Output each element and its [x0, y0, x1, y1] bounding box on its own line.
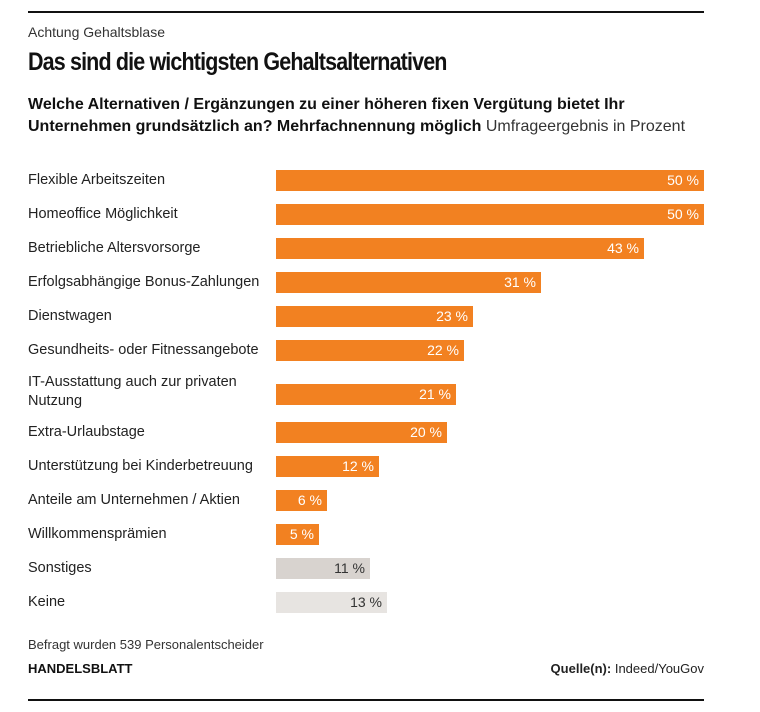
category-label: Sonstiges — [28, 560, 92, 576]
survey-question: Welche Alternativen / Ergänzungen zu ein… — [28, 96, 625, 135]
value-label: 13 % — [350, 594, 382, 610]
category-label: Dienstwagen — [28, 308, 112, 324]
bar — [276, 306, 473, 327]
value-label: 31 % — [504, 274, 536, 290]
bar — [276, 456, 379, 477]
value-label: 23 % — [436, 308, 468, 324]
bar — [276, 272, 541, 293]
value-label: 22 % — [427, 342, 459, 358]
publisher-logo: HANDELSBLATT — [28, 661, 133, 676]
category-label: Betriebliche Altersvorsorge — [28, 240, 201, 256]
top-rule — [28, 11, 704, 13]
source-value: Indeed/YouGov — [614, 661, 704, 676]
category-label: Extra-Urlaubstage — [28, 424, 145, 440]
bar — [276, 490, 327, 511]
source-line: Quelle(n): Indeed/YouGov — [551, 661, 704, 676]
bar — [276, 384, 456, 405]
source-label: Quelle(n): — [550, 661, 612, 676]
value-label: 50 % — [667, 172, 699, 188]
bottom-rule — [28, 699, 704, 701]
bar — [276, 340, 464, 361]
value-label: 43 % — [607, 240, 639, 256]
category-label: Flexible Arbeitszeiten — [28, 172, 166, 188]
kicker: Achtung Gehaltsblase — [28, 24, 165, 40]
bar — [276, 204, 704, 225]
value-label: 20 % — [410, 424, 442, 440]
bar — [276, 238, 644, 259]
bar — [276, 422, 447, 443]
category-label: IT-Ausstattung auch zur privaten Nutzung — [28, 374, 237, 409]
value-label: 6 % — [297, 492, 322, 508]
value-label: 21 % — [419, 386, 451, 402]
survey-note: Befragt wurden 539 Personalentscheider — [28, 637, 264, 652]
category-label: Erfolgsabhängige Bonus-Zahlungen — [28, 274, 260, 290]
value-label: 50 % — [667, 206, 699, 222]
category-label: Keine — [28, 594, 66, 610]
category-label: Gesundheits- oder Fitnessangebote — [28, 342, 259, 358]
bar — [276, 170, 704, 191]
bar — [276, 558, 370, 579]
category-label: Willkommensprämien — [28, 526, 167, 542]
bar — [276, 524, 319, 545]
category-label: Homeoffice Möglichkeit — [28, 206, 178, 222]
chart-subtitle: Welche Alternativen / Ergänzungen zu ein… — [28, 94, 704, 138]
value-label: 11 % — [334, 560, 365, 576]
category-label: Anteile am Unternehmen / Aktien — [28, 492, 240, 508]
bar — [276, 592, 387, 613]
value-label: 12 % — [342, 458, 374, 474]
category-label: Unterstützung bei Kinderbetreuung — [28, 458, 253, 474]
unit-note: Umfrageergebnis in Prozent — [485, 118, 686, 135]
value-label: 5 % — [289, 526, 314, 542]
chart-title: Das sind die wichtigsten Gehaltsalternat… — [28, 48, 447, 76]
